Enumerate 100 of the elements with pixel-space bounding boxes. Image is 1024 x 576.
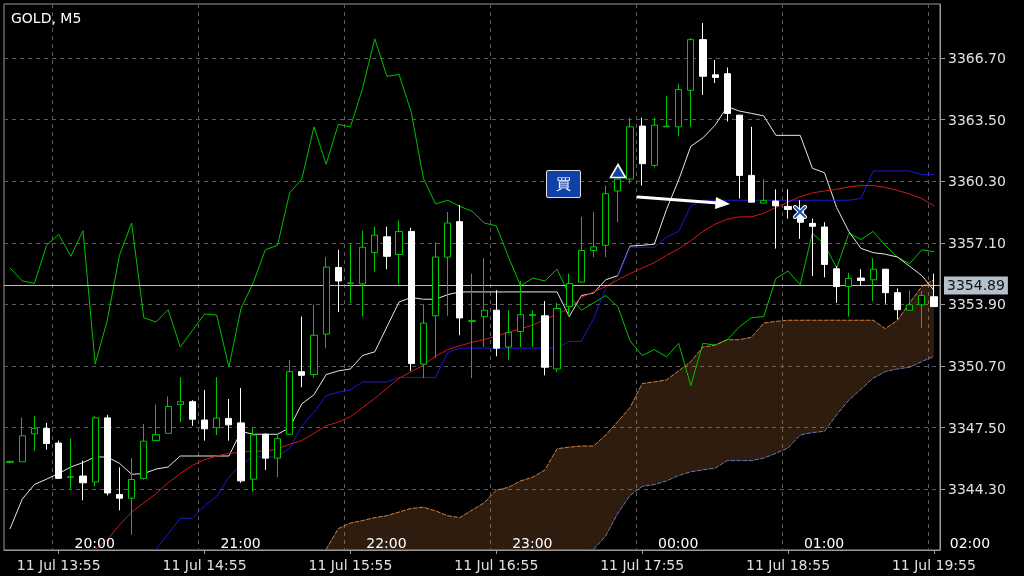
ref-line-label: 3354.89 [947,277,1005,294]
candlestick [602,185,609,258]
candlestick [687,37,694,128]
annotation: 23:00 [512,535,553,551]
candlestick [116,466,123,511]
candlestick [930,273,938,308]
candlestick [140,423,147,481]
candlestick [213,376,220,436]
candlestick [323,256,330,349]
candlestick [43,422,50,451]
candlestick [870,257,877,302]
candlestick [517,280,524,348]
candlestick [55,440,62,479]
candlestick [31,415,38,452]
candlestick [347,243,354,304]
candlestick [6,459,14,464]
candlestick [189,399,196,427]
candlestick [456,204,463,336]
candlestick [906,289,913,311]
candlestick [481,257,488,348]
candlestick [809,218,816,277]
y-tick-label: 3347.50 [948,419,1006,436]
candlestick [541,300,549,376]
y-tick-label: 3350.70 [948,358,1006,375]
annotation: 00:00 [658,535,699,551]
candlestick [882,268,889,305]
candlestick [529,309,536,348]
annotation: 買 [546,170,581,198]
y-tick-label: 3357.10 [948,234,1006,251]
candlestick [104,414,111,496]
candlestick [298,316,305,388]
candlestick [250,427,257,493]
candlestick [833,265,840,304]
candlestick [67,438,74,490]
text: 02:00 [949,535,991,551]
candlestick [128,457,135,536]
line-series [9,106,935,530]
candlestick [359,230,366,318]
x-tick-label: 11 Jul 17:55 [600,557,685,573]
candlestick [845,272,852,318]
candlestick [408,227,415,372]
candlestick [699,22,707,96]
candlestick [165,396,172,434]
x-tick-label: 11 Jul 14:55 [162,557,247,573]
candlestick [152,404,160,442]
candlestick [736,114,743,200]
candlestick [712,59,719,84]
annotation: 01:00 [803,535,845,551]
candlestick [237,387,245,484]
y-tick-label: 3344.30 [948,481,1006,498]
candlestick [614,177,621,223]
candlestick [335,249,342,313]
candlestick [626,117,634,185]
candlestick [395,219,403,286]
candlestick [286,359,293,435]
candlestick [639,117,646,187]
candlestick [19,417,26,463]
candlestick [772,188,779,250]
candlestick [857,268,865,287]
candlestick [468,273,476,379]
x-tick-label: 11 Jul 19:55 [891,557,976,573]
candlestick [262,432,269,471]
y-tick-label: 3360.30 [948,173,1006,190]
y-tick-label: 3353.90 [948,296,1006,313]
annotation: 21:00 [220,535,261,551]
candlestick [578,216,585,283]
candlestick [663,95,670,128]
candlestick [225,398,232,442]
candlestick [274,433,281,478]
y-tick-label: 3363.50 [948,111,1006,128]
candlestick [383,226,391,270]
annotation: 22:00 [366,535,407,551]
candlestick [760,178,767,204]
candlestick [201,389,208,442]
candlestick [894,287,901,320]
x-tick-label: 11 Jul 16:55 [454,557,539,573]
candlestick [444,211,451,317]
chart-title: GOLD, M5 [11,10,82,26]
line-series [593,355,935,550]
candlestick [371,226,378,273]
candlestick [724,67,731,122]
candlestick [432,241,439,359]
candlestick [784,188,792,220]
candlestick [821,221,828,278]
candlestick [420,304,427,379]
candlestick [505,309,512,361]
candlestick [590,211,597,258]
candlestick [493,289,500,357]
candlestick [553,302,561,373]
candlestick [310,304,318,379]
x-tick-label: 11 Jul 15:55 [308,557,393,573]
candlestick [177,376,184,423]
annotation: 20:00 [74,535,115,551]
candlestick [566,273,573,318]
line-series [9,38,935,387]
candlestick [79,460,87,501]
candlestick [918,290,925,329]
x-tick-label: 11 Jul 13:55 [16,557,101,573]
candlestick [675,83,682,137]
candlestick [651,117,658,168]
